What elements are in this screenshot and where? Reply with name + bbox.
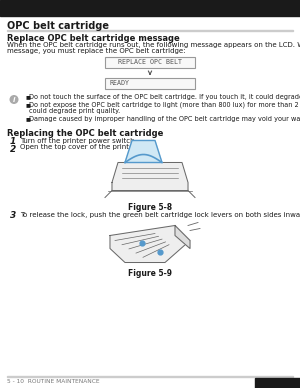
Text: ■: ■ <box>25 116 30 121</box>
Text: message, you must replace the OPC belt cartridge:: message, you must replace the OPC belt c… <box>7 48 185 54</box>
Text: could degrade print quality.: could degrade print quality. <box>29 109 120 114</box>
Text: 3: 3 <box>10 211 16 220</box>
Bar <box>7 30 293 31</box>
Text: READY: READY <box>109 80 129 86</box>
Text: Replacing the OPC belt cartridge: Replacing the OPC belt cartridge <box>7 128 164 137</box>
Bar <box>255 378 300 388</box>
Text: 2: 2 <box>10 144 16 154</box>
Circle shape <box>10 95 19 104</box>
Text: 1: 1 <box>10 137 16 147</box>
Text: Do not touch the surface of the OPC belt cartridge. If you touch it, it could de: Do not touch the surface of the OPC belt… <box>29 95 300 100</box>
Bar <box>0 0 300 16</box>
Bar <box>105 57 195 68</box>
Polygon shape <box>175 225 190 248</box>
Text: OPC belt cartridge: OPC belt cartridge <box>7 21 109 31</box>
Text: Replace OPC belt cartridge message: Replace OPC belt cartridge message <box>7 34 180 43</box>
Bar <box>105 78 195 88</box>
Text: ■: ■ <box>25 95 30 99</box>
Text: Figure 5-9: Figure 5-9 <box>128 268 172 277</box>
Text: Damage caused by improper handling of the OPC belt cartridge may void your warra: Damage caused by improper handling of th… <box>29 116 300 122</box>
Text: i: i <box>13 97 15 102</box>
Text: Open the top cover of the printer.: Open the top cover of the printer. <box>20 144 138 151</box>
Text: Figure 5-8: Figure 5-8 <box>128 203 172 211</box>
Polygon shape <box>125 140 162 163</box>
Polygon shape <box>112 163 188 191</box>
Text: Do not expose the OPC belt cartridge to light (more than 800 lux) for more than : Do not expose the OPC belt cartridge to … <box>29 102 300 109</box>
Text: ■: ■ <box>25 102 30 107</box>
Text: REPLACE OPC BELT: REPLACE OPC BELT <box>118 59 182 65</box>
Polygon shape <box>110 225 190 263</box>
Text: 5 - 10  ROUTINE MAINTENANCE: 5 - 10 ROUTINE MAINTENANCE <box>7 379 100 384</box>
Text: Turn off the printer power switch.: Turn off the printer power switch. <box>20 137 137 144</box>
Text: To release the lock, push the green belt cartridge lock levers on both sides inw: To release the lock, push the green belt… <box>20 211 300 218</box>
Text: When the OPC belt cartridge runs out, the following message appears on the LCD. : When the OPC belt cartridge runs out, th… <box>7 42 300 48</box>
